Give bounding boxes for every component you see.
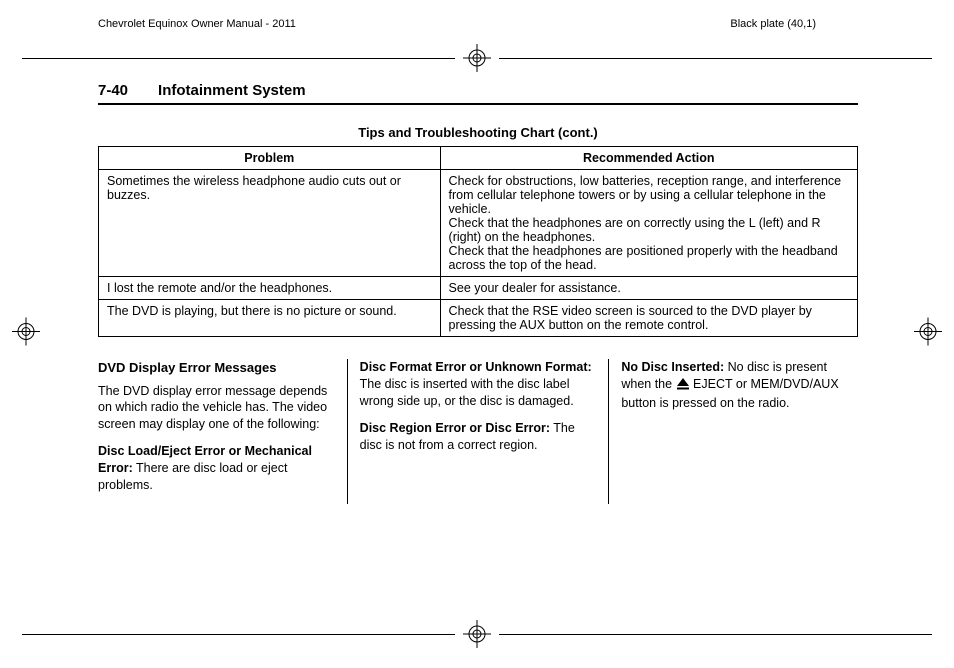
cell-action: Check that the RSE video screen is sourc… xyxy=(440,300,857,337)
error-item: Disc Region Error or Disc Error: The dis… xyxy=(360,420,597,454)
section-header: 7-40 Infotainment System xyxy=(98,82,858,105)
error-lead: Disc Format Error or Unknown Format: xyxy=(360,360,592,374)
column-3: No Disc Inserted: No disc is present whe… xyxy=(608,359,858,504)
page-number: 7-40 xyxy=(98,82,128,99)
registration-mark-bottom xyxy=(463,620,491,648)
page-content: 7-40 Infotainment System Tips and Troubl… xyxy=(98,82,858,504)
col-header-problem: Problem xyxy=(99,147,441,170)
table-row: I lost the remote and/or the headphones.… xyxy=(99,277,858,300)
error-text: The disc is inserted with the disc label… xyxy=(360,377,574,408)
section-title: Infotainment System xyxy=(158,82,306,99)
error-intro: The DVD display error message depends on… xyxy=(98,383,335,434)
col-header-action: Recommended Action xyxy=(440,147,857,170)
error-heading: DVD Display Error Messages xyxy=(98,359,335,377)
table-title: Tips and Troubleshooting Chart (cont.) xyxy=(98,125,858,140)
error-item: Disc Format Error or Unknown Format: The… xyxy=(360,359,597,410)
table-row: Sometimes the wireless headphone audio c… xyxy=(99,170,858,277)
manual-title: Chevrolet Equinox Owner Manual - 2011 xyxy=(98,18,296,30)
cell-problem: Sometimes the wireless headphone audio c… xyxy=(99,170,441,277)
troubleshooting-table: Problem Recommended Action Sometimes the… xyxy=(98,146,858,337)
crop-rule-bottom xyxy=(0,620,954,648)
cell-action: See your dealer for assistance. xyxy=(440,277,857,300)
error-lead: Disc Region Error or Disc Error: xyxy=(360,421,550,435)
registration-mark-left xyxy=(12,318,40,351)
print-header: Chevrolet Equinox Owner Manual - 2011 Bl… xyxy=(0,18,954,30)
table-row: The DVD is playing, but there is no pict… xyxy=(99,300,858,337)
cell-problem: I lost the remote and/or the headphones. xyxy=(99,277,441,300)
cell-problem: The DVD is playing, but there is no pict… xyxy=(99,300,441,337)
plate-info: Black plate (40,1) xyxy=(730,18,816,30)
cell-action: Check for obstructions, low batteries, r… xyxy=(440,170,857,277)
error-item: No Disc Inserted: No disc is present whe… xyxy=(621,359,858,412)
eject-icon xyxy=(676,378,690,395)
error-lead: No Disc Inserted: xyxy=(621,360,724,374)
column-1: DVD Display Error Messages The DVD displ… xyxy=(98,359,347,504)
error-item: Disc Load/Eject Error or Mechanical Erro… xyxy=(98,443,335,494)
registration-mark-top xyxy=(463,44,491,72)
body-columns: DVD Display Error Messages The DVD displ… xyxy=(98,359,858,504)
registration-mark-right xyxy=(914,318,942,351)
crop-rule-top xyxy=(0,44,954,72)
column-2: Disc Format Error or Unknown Format: The… xyxy=(347,359,609,504)
